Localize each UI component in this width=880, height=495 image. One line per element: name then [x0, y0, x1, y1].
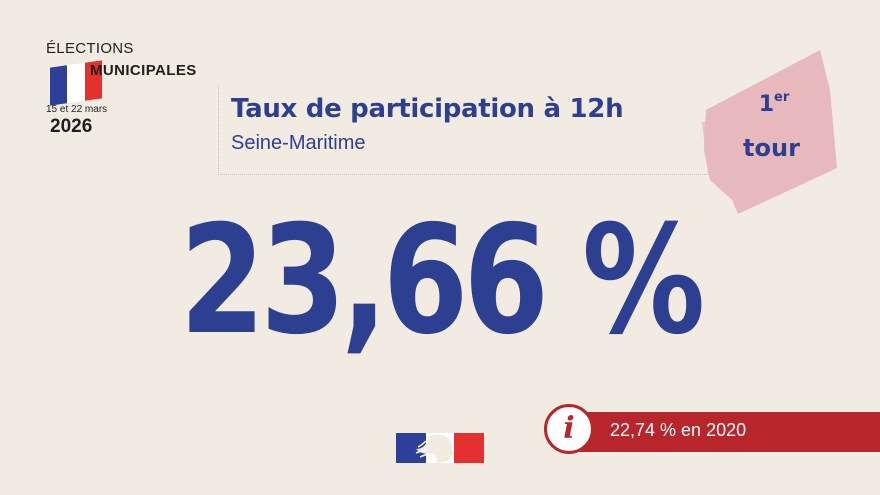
- badge-number: 1er: [758, 90, 790, 117]
- logo-year: 2026: [50, 116, 93, 137]
- marianne-profile-icon: [415, 434, 454, 463]
- logo-dates: 15 et 22 mars: [46, 104, 108, 115]
- info-ribbon: [574, 412, 880, 452]
- elections-logo: ÉLECTIONS MUNICIPALES 15 et 22 mars 2026: [46, 40, 206, 140]
- page-subtitle: Seine-Maritime: [231, 132, 366, 154]
- info-icon: i: [544, 404, 594, 454]
- previous-result-banner: i 22,74 % en 2020: [544, 404, 880, 460]
- logo-line-municipales: MUNICIPALES: [90, 62, 197, 79]
- tour-badge: 1er tour: [702, 50, 837, 215]
- logo-line-elections: ÉLECTIONS: [46, 40, 134, 57]
- badge-word: tour: [743, 134, 800, 162]
- previous-result-text: 22,74 % en 2020: [610, 420, 747, 440]
- header-block: Taux de participation à 12h Seine-Mariti…: [218, 86, 709, 175]
- republique-marianne-logo: [396, 433, 484, 463]
- badge-shape-icon: [702, 50, 837, 214]
- participation-rate: 23,66 %: [179, 194, 706, 368]
- page-title: Taux de participation à 12h: [231, 94, 624, 124]
